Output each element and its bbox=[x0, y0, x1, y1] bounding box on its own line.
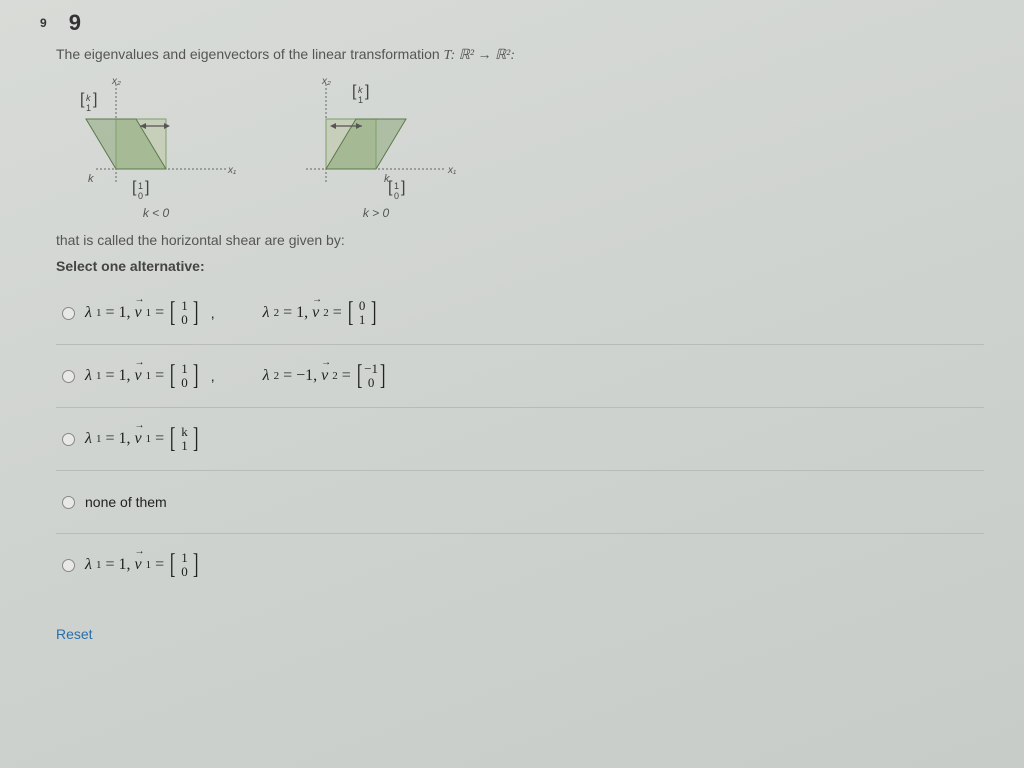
question-content: The eigenvalues and eigenvectors of the … bbox=[56, 46, 984, 642]
diagram-row: x₁ x₂ k [ bbox=[76, 74, 984, 220]
radio-button[interactable] bbox=[62, 559, 75, 572]
svg-text:1: 1 bbox=[394, 181, 399, 191]
vector-bracket: [10] bbox=[168, 551, 201, 579]
math-expression: λ2 = 1, v2 = [01] bbox=[263, 299, 379, 327]
math-expression: λ1 = 1, v1 = [10] bbox=[85, 299, 201, 327]
radio-button[interactable] bbox=[62, 307, 75, 320]
radio-button[interactable] bbox=[62, 370, 75, 383]
svg-text:1: 1 bbox=[358, 95, 363, 105]
svg-text:]: ] bbox=[145, 179, 149, 196]
separator: , bbox=[211, 368, 215, 384]
math-expression: λ1 = 1, v1 = [k1] bbox=[85, 425, 201, 453]
vector-bracket: [10] bbox=[168, 299, 201, 327]
option-text: none of them bbox=[85, 494, 167, 510]
svg-text:x₂: x₂ bbox=[321, 76, 331, 87]
svg-text:[: [ bbox=[388, 179, 393, 196]
svg-text:1: 1 bbox=[138, 181, 143, 191]
option-row[interactable]: λ1 = 1, v1 = [10] bbox=[56, 534, 984, 596]
svg-text:]: ] bbox=[401, 179, 405, 196]
prompt-prefix: The eigenvalues and eigenvectors of the … bbox=[56, 46, 444, 62]
shear-diagram-left: x₁ x₂ k [ bbox=[76, 74, 236, 204]
diagram-left-caption: k < 0 bbox=[76, 206, 236, 220]
question-number-small: 9 bbox=[40, 16, 47, 30]
options-list: λ1 = 1, v1 = [10] , λ2 = 1, v2 = [01]λ1 … bbox=[56, 282, 984, 596]
svg-text:[: [ bbox=[352, 83, 357, 100]
diagram-left: x₁ x₂ k [ bbox=[76, 74, 236, 220]
option-row[interactable]: λ1 = 1, v1 = [10] , λ2 = −1, v2 = [−10] bbox=[56, 345, 984, 408]
svg-text:1: 1 bbox=[86, 103, 91, 113]
svg-text:k: k bbox=[88, 173, 94, 185]
svg-text:]: ] bbox=[365, 83, 369, 100]
svg-text:x₁: x₁ bbox=[447, 165, 456, 176]
question-subprompt: that is called the horizontal shear are … bbox=[56, 232, 984, 248]
vector-bracket: [10] bbox=[168, 362, 201, 390]
svg-text:]: ] bbox=[93, 91, 97, 108]
svg-text:0: 0 bbox=[138, 191, 143, 201]
option-row[interactable]: λ1 = 1, v1 = [10] , λ2 = 1, v2 = [01] bbox=[56, 282, 984, 345]
svg-text:x₁: x₁ bbox=[227, 165, 236, 176]
diagram-right: x₁ x₂ k [ k 1 ] bbox=[296, 74, 456, 220]
option-row[interactable]: λ1 = 1, v1 = [k1] bbox=[56, 408, 984, 471]
select-alternative-label: Select one alternative: bbox=[56, 258, 984, 274]
math-expression: λ2 = −1, v2 = [−10] bbox=[263, 362, 388, 390]
diagram-right-caption: k > 0 bbox=[296, 206, 456, 220]
question-page: 9 9 The eigenvalues and eigenvectors of … bbox=[0, 0, 1024, 768]
question-number-row: 9 9 bbox=[40, 10, 984, 36]
question-prompt: The eigenvalues and eigenvectors of the … bbox=[56, 46, 984, 64]
vector-bracket: [−10] bbox=[355, 362, 388, 390]
math-expression: λ1 = 1, v1 = [10] bbox=[85, 362, 201, 390]
vector-bracket: [01] bbox=[346, 299, 379, 327]
prompt-math: T: ℝ² → ℝ²: bbox=[444, 48, 515, 63]
svg-text:x₂: x₂ bbox=[111, 76, 121, 87]
svg-text:[: [ bbox=[80, 91, 85, 108]
reset-link[interactable]: Reset bbox=[56, 626, 984, 642]
svg-text:k: k bbox=[358, 85, 363, 95]
svg-text:0: 0 bbox=[394, 191, 399, 201]
separator: , bbox=[211, 305, 215, 321]
radio-button[interactable] bbox=[62, 496, 75, 509]
shear-diagram-right: x₁ x₂ k [ k 1 ] bbox=[296, 74, 456, 204]
option-row[interactable]: none of them bbox=[56, 471, 984, 534]
vector-bracket: [k1] bbox=[168, 425, 201, 453]
math-expression: λ1 = 1, v1 = [10] bbox=[85, 551, 201, 579]
svg-text:[: [ bbox=[132, 179, 137, 196]
question-number-big: 9 bbox=[69, 10, 81, 36]
radio-button[interactable] bbox=[62, 433, 75, 446]
svg-text:k: k bbox=[86, 93, 91, 103]
